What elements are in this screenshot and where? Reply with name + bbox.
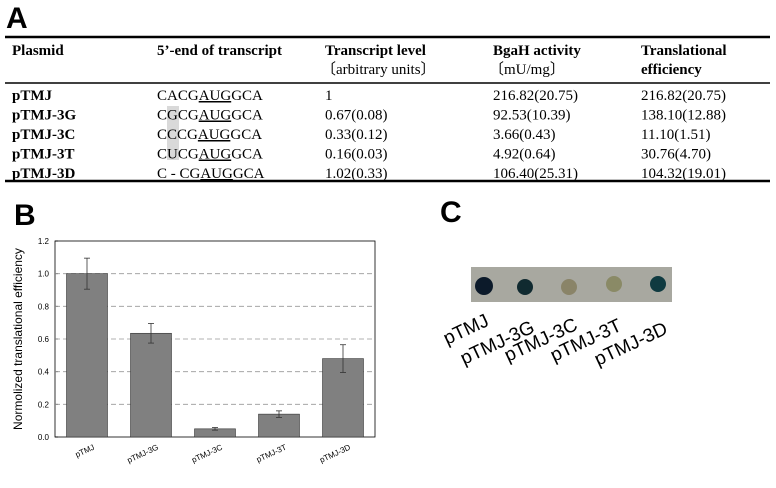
sequence: C - CGAUGGCA bbox=[157, 166, 265, 182]
sequence-part: AUG bbox=[199, 88, 232, 104]
colony bbox=[517, 279, 533, 295]
header-cell: Transcript level bbox=[325, 43, 426, 59]
x-tick-label: pTMJ-3D bbox=[318, 443, 352, 465]
error-bar bbox=[148, 323, 154, 344]
error-bar bbox=[276, 410, 282, 418]
table-cell: 106.40(25.31) bbox=[493, 166, 578, 182]
colony bbox=[561, 279, 577, 295]
x-tick-label: pTMJ-3C bbox=[190, 443, 224, 465]
sequence-part: C - CG bbox=[157, 166, 201, 182]
header-cell: Plasmid bbox=[12, 43, 64, 59]
error-bar bbox=[84, 257, 90, 290]
table-cell: 0.16(0.03) bbox=[325, 147, 388, 163]
sequence-part: GCA bbox=[233, 166, 265, 182]
sequence-part: GCA bbox=[231, 88, 263, 104]
table-cell: 0.33(0.12) bbox=[325, 127, 388, 143]
sequence-part: CACG bbox=[157, 88, 199, 104]
header-word: efficiency bbox=[641, 62, 702, 78]
table-cell: 11.10(1.51) bbox=[641, 127, 710, 143]
sequence-part: AUG bbox=[200, 166, 233, 182]
panel-label: B bbox=[14, 199, 36, 232]
header-cell: BgaH activity bbox=[493, 43, 581, 59]
bar bbox=[66, 273, 108, 438]
plasmid-name: pTMJ bbox=[12, 88, 53, 104]
table-cell: 216.82(20.75) bbox=[493, 88, 578, 104]
table-cell: 104.32(19.01) bbox=[641, 166, 726, 182]
colony bbox=[606, 276, 622, 292]
y-tick-label: 1.0 bbox=[38, 270, 50, 279]
sequence-part: GCA bbox=[231, 108, 263, 124]
x-tick-label: pTMJ bbox=[74, 443, 96, 460]
sequence-part: GCA bbox=[230, 127, 262, 143]
header-word: Translational bbox=[641, 43, 727, 59]
table-cell: 4.92(0.64) bbox=[493, 147, 556, 163]
plasmid-name: pTMJ-3T bbox=[12, 147, 75, 163]
sequence: CGCGAUGGCA bbox=[157, 108, 263, 124]
sequence-part: AUG bbox=[199, 147, 232, 163]
x-tick-label: pTMJ-3G bbox=[126, 443, 160, 465]
table-cell: 1.02(0.33) bbox=[325, 166, 388, 182]
sequence-part: CCCG bbox=[157, 127, 198, 143]
header-cell: 〔mU/mg〕 bbox=[489, 61, 565, 78]
table-cell: 92.53(10.39) bbox=[493, 108, 571, 124]
table-cell: 3.66(0.43) bbox=[493, 127, 556, 143]
highlight bbox=[167, 106, 179, 160]
table-cell: 1 bbox=[325, 88, 333, 104]
sequence: CCCGAUGGCA bbox=[157, 127, 262, 143]
table-cell: 0.67(0.08) bbox=[325, 108, 388, 124]
y-axis-label: Normolized translational efficiency bbox=[11, 248, 25, 430]
error-bar bbox=[340, 344, 346, 373]
sequence: CUCGAUGGCA bbox=[157, 147, 263, 163]
table-cell: 30.76(4.70) bbox=[641, 147, 711, 163]
sequence-part: GCA bbox=[231, 147, 263, 163]
table-cell: 216.82(20.75) bbox=[641, 88, 726, 104]
y-tick-label: 0.8 bbox=[38, 302, 50, 311]
y-tick-label: 0.6 bbox=[38, 335, 50, 344]
plasmid-name: pTMJ-3C bbox=[12, 127, 75, 143]
bar bbox=[130, 332, 172, 438]
y-tick-label: 0.2 bbox=[38, 400, 50, 409]
x-tick-label: pTMJ-3T bbox=[255, 443, 288, 465]
sequence-part: AUG bbox=[198, 127, 231, 143]
panel-label: A bbox=[6, 2, 28, 35]
y-tick-label: 0.0 bbox=[38, 433, 50, 442]
error-bar bbox=[212, 427, 218, 431]
sequence-part: CGCG bbox=[157, 108, 199, 124]
plasmid-name: pTMJ-3D bbox=[12, 166, 76, 182]
colony bbox=[475, 277, 493, 295]
header-cell: 〔arbitrary units〕 bbox=[321, 61, 436, 78]
header-cell: Translational efficiency bbox=[641, 43, 727, 78]
sequence-part: CUCG bbox=[157, 147, 199, 163]
colony bbox=[650, 276, 666, 292]
sequence-part: AUG bbox=[199, 108, 232, 124]
sequence: CACGAUGGCA bbox=[157, 88, 263, 104]
table-cell: 138.10(12.88) bbox=[641, 108, 726, 124]
header-cell: 5’-end of transcript bbox=[157, 43, 282, 59]
plasmid-name: pTMJ-3G bbox=[12, 108, 77, 124]
panel-label: C bbox=[440, 196, 462, 229]
y-tick-label: 0.4 bbox=[38, 368, 50, 377]
y-tick-label: 1.2 bbox=[38, 237, 50, 246]
